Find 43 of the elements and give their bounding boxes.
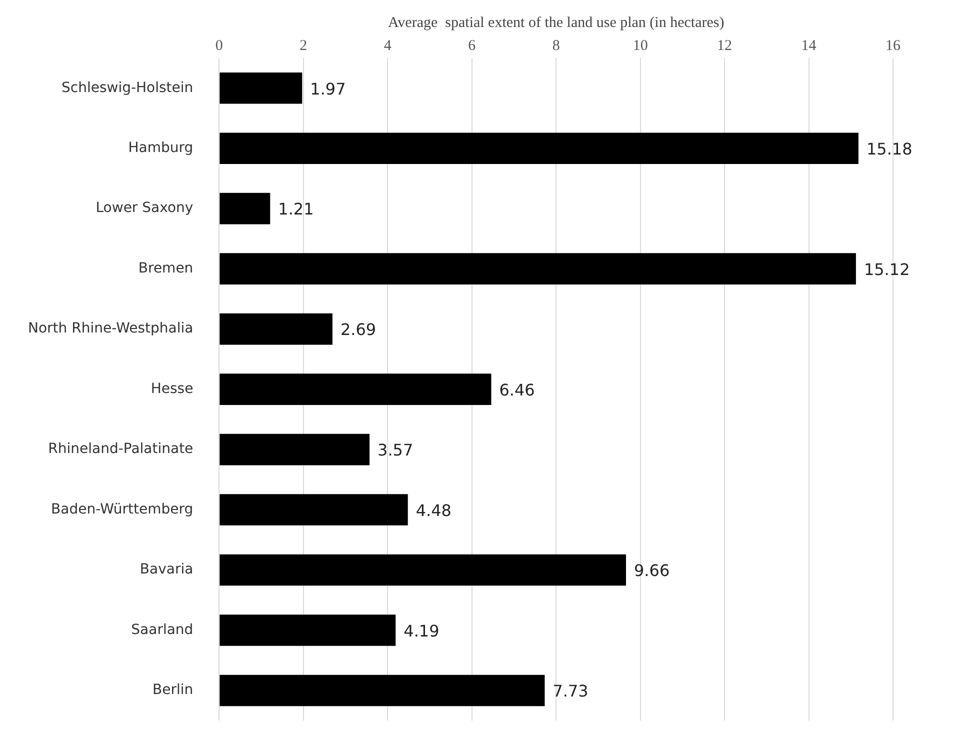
x-tick-label: 12 (717, 38, 732, 54)
data-label: 1.21 (278, 200, 314, 219)
x-tick-label: 14 (801, 38, 817, 54)
x-tick-label: 8 (552, 38, 560, 54)
y-tick-label: Rhineland-Palatinate (48, 441, 194, 458)
x-tick-label: 16 (886, 38, 901, 54)
bar (220, 674, 545, 706)
data-label: 7.73 (552, 682, 588, 701)
data-label: 1.97 (310, 79, 346, 98)
y-tick-label: Hamburg (128, 140, 194, 156)
data-label: 4.48 (416, 500, 452, 520)
data-label: 9.66 (634, 561, 670, 580)
bar (220, 313, 332, 345)
y-tick-label: Bavaria (140, 562, 194, 578)
x-tick-label: 4 (384, 38, 392, 54)
data-label: 15.12 (864, 260, 910, 279)
bar (220, 434, 370, 466)
x-tick-label: 10 (632, 38, 648, 54)
x-tick-label: 6 (468, 38, 476, 54)
y-tick-label: Lower Saxony (96, 200, 194, 216)
data-label: 15.18 (866, 140, 912, 159)
data-label: 4.19 (404, 621, 440, 640)
data-label: 3.57 (378, 440, 414, 460)
bar (220, 253, 856, 284)
bar (220, 192, 270, 224)
bar (220, 132, 858, 164)
y-tick-label: Baden-Württemberg (51, 501, 194, 518)
y-tick-label: Hesse (150, 380, 194, 397)
data-label: 6.46 (499, 380, 535, 400)
y-tick-label: Bremen (138, 260, 194, 276)
bar (220, 374, 492, 405)
data-label: 2.69 (340, 320, 376, 340)
bar (220, 494, 408, 526)
x-axis-title: Average spatial extent of the land use plan (in hectares) (388, 14, 724, 31)
y-tick-label: Saarland (131, 622, 194, 638)
x-tick-label: 2 (300, 38, 308, 54)
bar (220, 72, 302, 104)
y-tick-label: Schleswig-Holstein (61, 80, 194, 96)
y-tick-label: North Rhine-Westphalia (28, 320, 194, 337)
bar (220, 554, 626, 586)
bar (220, 614, 396, 646)
x-tick-label: 0 (215, 38, 223, 54)
y-tick-label: Berlin (152, 682, 194, 698)
